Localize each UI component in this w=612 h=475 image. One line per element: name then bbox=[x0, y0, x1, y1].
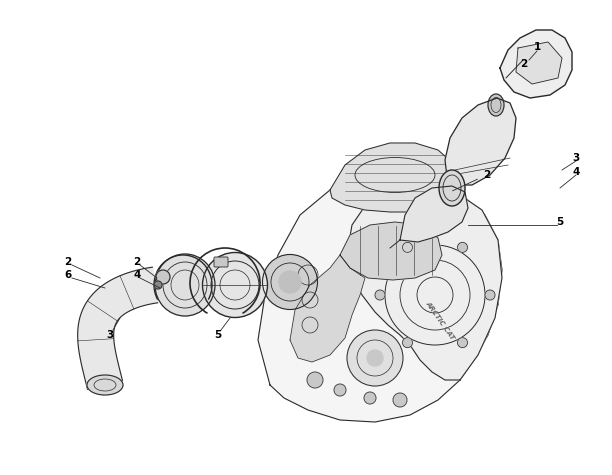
Ellipse shape bbox=[263, 255, 318, 310]
Text: 3: 3 bbox=[572, 153, 580, 163]
Ellipse shape bbox=[488, 94, 504, 116]
Ellipse shape bbox=[155, 254, 215, 316]
Circle shape bbox=[307, 372, 323, 388]
Text: 5: 5 bbox=[214, 330, 222, 340]
Text: ARCTIC CAT: ARCTIC CAT bbox=[425, 300, 455, 341]
Polygon shape bbox=[348, 185, 502, 380]
Polygon shape bbox=[330, 143, 462, 212]
Text: 2: 2 bbox=[483, 170, 491, 180]
Text: 1: 1 bbox=[534, 42, 540, 52]
Circle shape bbox=[154, 281, 162, 289]
Circle shape bbox=[334, 384, 346, 396]
Text: 5: 5 bbox=[556, 217, 564, 227]
Polygon shape bbox=[340, 222, 442, 280]
Circle shape bbox=[403, 242, 412, 252]
Circle shape bbox=[458, 338, 468, 348]
Polygon shape bbox=[516, 42, 562, 84]
Text: 4: 4 bbox=[133, 270, 141, 280]
Circle shape bbox=[347, 330, 403, 386]
Ellipse shape bbox=[87, 375, 123, 395]
Circle shape bbox=[367, 350, 383, 366]
Circle shape bbox=[393, 393, 407, 407]
Polygon shape bbox=[445, 98, 516, 185]
Circle shape bbox=[485, 290, 495, 300]
Circle shape bbox=[375, 290, 385, 300]
Polygon shape bbox=[78, 267, 158, 389]
Circle shape bbox=[156, 270, 170, 284]
Text: 2: 2 bbox=[520, 59, 528, 69]
Ellipse shape bbox=[203, 253, 267, 317]
Polygon shape bbox=[400, 186, 468, 242]
Ellipse shape bbox=[439, 170, 465, 206]
Text: 2: 2 bbox=[133, 257, 141, 267]
Ellipse shape bbox=[279, 271, 301, 293]
Polygon shape bbox=[258, 175, 502, 422]
FancyBboxPatch shape bbox=[214, 257, 228, 267]
Polygon shape bbox=[500, 30, 572, 98]
Circle shape bbox=[364, 392, 376, 404]
Polygon shape bbox=[290, 255, 365, 362]
Text: 4: 4 bbox=[572, 167, 580, 177]
Text: 6: 6 bbox=[64, 270, 72, 280]
Text: 3: 3 bbox=[106, 330, 114, 340]
Circle shape bbox=[458, 242, 468, 252]
Circle shape bbox=[403, 338, 412, 348]
Text: 2: 2 bbox=[64, 257, 72, 267]
